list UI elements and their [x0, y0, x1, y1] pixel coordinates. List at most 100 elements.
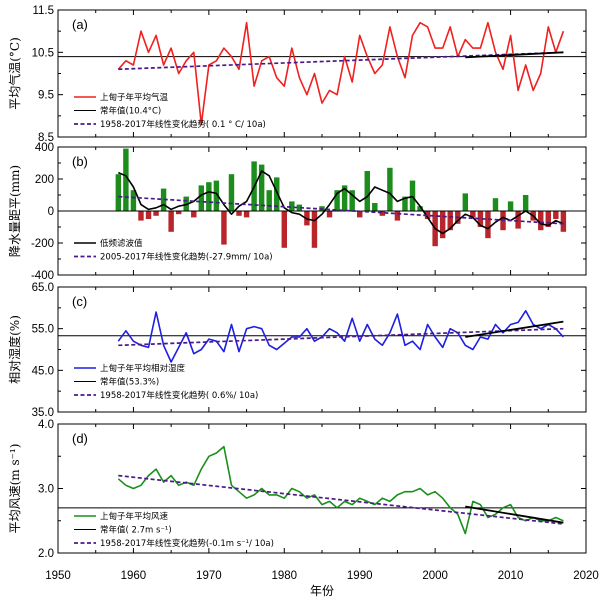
y-tick-label: 65.0	[32, 282, 54, 294]
precip-anomaly-bar-negative	[394, 211, 401, 221]
precip-anomaly-bar-positive	[266, 190, 272, 211]
y-axis-title: 平均风速(m s⁻¹)	[8, 444, 22, 534]
precip-anomaly-bar-positive	[364, 171, 370, 211]
legend-label: 常年值( 2.7m s⁻¹)	[100, 525, 172, 536]
precip-anomaly-bar-positive	[387, 167, 393, 211]
plot-area	[58, 148, 586, 248]
legend-entry: 常年值(53.3%)	[74, 377, 159, 388]
precip-anomaly-bar-positive	[130, 190, 137, 211]
y-tick-label: 35.0	[32, 407, 54, 419]
legend-label: 2005-2017年线性变化趋势(-27.9mm/ 10a)	[100, 252, 273, 263]
y-tick-label: 11.5	[32, 5, 54, 17]
panel-c: 65.0 55.0 45.0 35.0 相对湿度(%) (c) 上甸子年平均相对湿度常年值(…	[7, 282, 587, 419]
precip-anomaly-bar-negative	[281, 211, 287, 248]
precip-anomaly-bar-positive	[417, 206, 423, 211]
y-tick-label: 0	[48, 206, 54, 218]
recent-trend-line	[465, 505, 564, 524]
precip-anomaly-bar-negative	[236, 211, 242, 216]
precip-anomaly-bar-negative	[357, 211, 363, 218]
linear-trend-line	[118, 327, 564, 347]
legend-entry: 1958-2017年线性变化趋势( 0.1 ° C/ 10a)	[74, 119, 266, 130]
precip-anomaly-bar-positive	[274, 177, 280, 211]
legend-label: 1958-2017年线性变化趋势( 0.1 ° C/ 10a)	[100, 119, 266, 130]
precip-anomaly-bar-negative	[326, 211, 333, 218]
x-tick-label: 2010	[498, 570, 524, 582]
precip-anomaly-bar-positive	[123, 148, 129, 211]
wind-speed-line	[117, 445, 564, 535]
precip-anomaly-bar-negative	[538, 211, 544, 231]
legend-label: 常年值(10.4°C)	[100, 106, 161, 117]
legend-label: 1958-2017年线性变化趋势( 0.6%/ 10a)	[100, 390, 258, 401]
panel-label: (d)	[72, 431, 88, 446]
legend-entry: 1958-2017年线性变化趋势(-0.1m s⁻¹/ 10a)	[74, 538, 274, 549]
legend-entry: 上甸子年平均气温	[74, 92, 169, 103]
panel-label: (b)	[72, 154, 88, 169]
panel-a: 11.5 10.5 9.5 8.5 平均气温(°C) (a) 上甸子年平均气温常年值(10.…	[7, 5, 587, 144]
legend-entry: 上甸子年平均相对湿度	[74, 363, 186, 374]
legend-label: 上甸子年平均气温	[100, 92, 169, 103]
precip-anomaly-bar-negative	[485, 211, 491, 239]
precip-anomaly-bar-positive	[402, 196, 408, 211]
precip-anomaly-bar-positive	[115, 174, 122, 211]
precip-anomaly-bar-positive	[462, 193, 469, 211]
precip-anomaly-bar-negative	[191, 211, 197, 218]
legend-entry: 1958-2017年线性变化趋势( 0.6%/ 10a)	[74, 390, 258, 401]
precip-anomaly-bar-negative	[560, 211, 567, 232]
x-tick-label: 1980	[271, 570, 297, 582]
panel-label: (a)	[72, 17, 88, 32]
precip-anomaly-bar-negative	[138, 211, 144, 221]
precip-anomaly-bar-positive	[206, 182, 212, 211]
precip-anomaly-bar-negative	[447, 211, 453, 231]
legend-label: 上甸子年平均风速	[100, 511, 169, 522]
recent-trend-line	[465, 51, 564, 59]
precip-anomaly-bar-positive	[296, 204, 303, 211]
legend-label: 低频滤波值	[100, 238, 143, 249]
linear-trend-line	[118, 51, 564, 71]
precip-anomaly-bar-positive	[507, 201, 514, 211]
legend-label: 1958-2017年线性变化趋势(-0.1m s⁻¹/ 10a)	[100, 538, 274, 549]
precip-anomaly-bar-positive	[334, 190, 340, 211]
precip-anomaly-bar-positive	[492, 198, 499, 211]
legend-label: 上甸子年平均相对湿度	[100, 363, 186, 374]
y-tick-label: 2.0	[38, 548, 54, 560]
x-tick-label: 2020	[573, 570, 599, 582]
precip-anomaly-bar-positive	[160, 188, 167, 211]
precip-anomaly-bar-positive	[341, 185, 348, 211]
legend-entry: 低频滤波值	[74, 238, 143, 249]
precip-anomaly-bar-negative	[477, 211, 484, 227]
precip-anomaly-bar-negative	[311, 211, 318, 248]
x-tick-label: 1960	[121, 570, 147, 582]
y-tick-label: 400	[35, 142, 54, 154]
precip-anomaly-bar-negative	[145, 211, 152, 219]
precip-anomaly-bar-negative	[175, 211, 182, 215]
plot-frame	[57, 9, 587, 138]
precip-anomaly-bar-positive	[258, 164, 265, 211]
precip-anomaly-bar-positive	[213, 180, 220, 211]
temperature-line	[117, 21, 565, 126]
plot-area	[58, 21, 586, 126]
recent-trend-line	[465, 320, 564, 338]
precip-anomaly-bar-positive	[409, 180, 416, 211]
precip-anomaly-bar-positive	[522, 195, 529, 211]
y-axis-title: 降水量距平(mm)	[8, 165, 22, 257]
x-tick-label: 1990	[347, 570, 373, 582]
y-tick-label: 55.0	[32, 324, 54, 336]
legend: 低频滤波值 2005-2017年线性变化趋势(-27.9mm/ 10a)	[74, 238, 273, 263]
panel-d: 4.0 3.0 2.0 1950 1960 1970 1980 1990 2000 2010 202…	[8, 419, 599, 598]
precip-anomaly-bar-negative	[515, 211, 521, 229]
x-tick-label: 2000	[422, 570, 448, 582]
y-tick-label: 4.0	[38, 419, 54, 431]
precip-anomaly-bar-positive	[198, 185, 205, 211]
y-tick-label: 9.5	[38, 90, 54, 102]
y-tick-label: 200	[35, 174, 54, 186]
panel-label: (c)	[72, 294, 87, 309]
x-tick-label: 1950	[45, 570, 71, 582]
precip-anomaly-bar-positive	[349, 190, 355, 211]
precip-anomaly-bar-negative	[439, 211, 446, 239]
precip-anomaly-bar-negative	[553, 211, 559, 219]
linear-trend-line	[118, 195, 564, 225]
legend-label: 常年值(53.3%)	[100, 377, 159, 388]
precip-anomaly-bar-positive	[228, 174, 235, 211]
